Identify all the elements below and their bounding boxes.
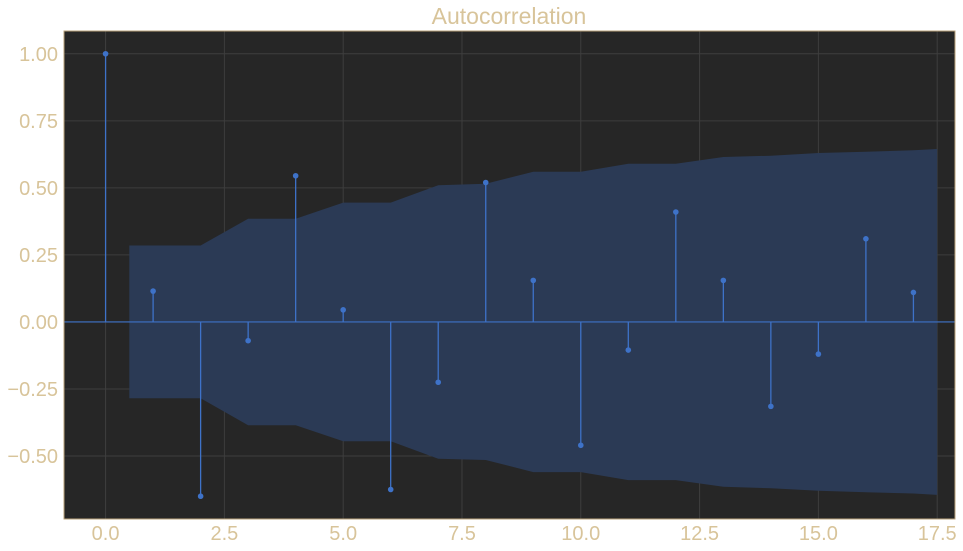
y-tick-label: 1.00: [19, 44, 58, 66]
acf-point: [530, 277, 537, 284]
chart-title: Autocorrelation: [432, 3, 587, 29]
acf-point: [245, 337, 251, 344]
y-tick-label: 0.50: [19, 178, 58, 200]
acf-point: [625, 347, 632, 353]
y-axis-ticks: 1.00 0.75 0.50 0.25 0.00 −0.25 −0.50: [7, 44, 58, 468]
x-tick-label: 5.0: [329, 523, 357, 545]
acf-point: [720, 277, 727, 284]
acf-point: [768, 403, 774, 410]
acf-point: [102, 50, 109, 57]
acf-point: [863, 236, 869, 242]
y-tick-label: −0.50: [7, 446, 58, 468]
stems: [102, 50, 917, 500]
acf-point: [910, 289, 917, 296]
y-tick-label: 0.25: [19, 245, 58, 267]
y-tick-label: 0.00: [19, 312, 58, 334]
x-tick-label: 0.0: [92, 523, 120, 545]
acf-point: [673, 209, 679, 215]
plot-frame: [63, 30, 956, 520]
x-tick-label: 17.5: [918, 523, 957, 545]
acf-point: [482, 179, 489, 186]
x-tick-label: 7.5: [448, 523, 476, 545]
acf-point: [387, 486, 394, 493]
acf-point: [150, 288, 156, 294]
acf-point: [197, 493, 204, 500]
x-tick-label: 15.0: [799, 523, 838, 545]
x-tick-label: 10.0: [561, 523, 600, 545]
y-tick-label: −0.25: [7, 379, 58, 401]
acf-point: [815, 351, 822, 357]
acf-point: [435, 379, 442, 386]
x-tick-label: 2.5: [210, 523, 238, 545]
x-tick-label: 12.5: [680, 523, 719, 545]
x-axis-ticks: 0.0 2.5 5.0 7.5 10.0 12.5 15.0 17.5: [92, 523, 957, 545]
acf-point: [292, 172, 299, 179]
acf-point: [340, 307, 346, 313]
y-tick-label: 0.75: [19, 111, 58, 133]
acf-point: [577, 442, 584, 449]
